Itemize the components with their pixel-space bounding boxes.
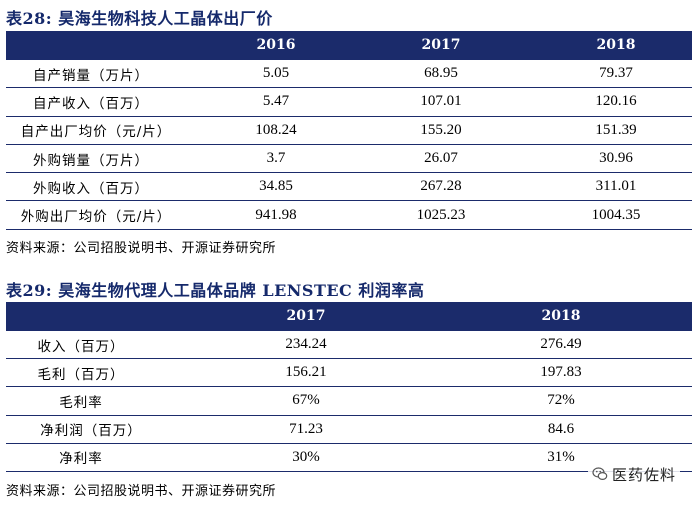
cell-2018: 311.01 [595,178,637,195]
cell-2016: 5.47 [262,93,290,110]
cell-2018: 30.96 [599,150,633,167]
table29-col-2017: 2017 [286,308,326,324]
cell-2017: 67% [292,392,320,409]
cell-2016: 34.85 [259,178,293,195]
row-label: 自产出厂均价（元/片） [20,124,172,141]
row-label: 净利率 [59,451,103,468]
table-row: 净利润（百万） 71.23 84.6 [6,416,692,444]
row-label: 外购收入（百万） [33,180,149,197]
table-row: 毛利率 67% 72% [6,387,692,416]
table-row: 外购出厂均价（元/片） 941.98 1025.23 1004.35 [6,201,692,230]
cell-2016: 5.05 [262,65,290,82]
table28-col-2018: 2018 [596,37,636,53]
table28-col-2017: 2017 [421,37,461,53]
cell-2018: 151.39 [595,121,637,138]
row-label: 毛利（百万） [37,366,125,383]
cell-2018: 120.16 [595,93,637,110]
cell-2016: 108.24 [255,121,297,138]
cell-2018: 79.37 [599,65,633,82]
row-label: 自产收入（百万） [33,95,149,112]
table-row: 收入（百万） 234.24 276.49 [6,331,692,360]
row-label: 收入（百万） [37,338,125,355]
cell-2017: 26.07 [424,150,458,167]
row-label: 外购销量（万片） [33,152,149,169]
cell-2018: 31% [547,448,575,465]
table28-body: 自产销量（万片） 5.05 68.95 79.37 自产收入（百万） 5.47 … [6,60,692,230]
table28-col-2016: 2016 [256,37,296,53]
cell-2018: 1004.35 [591,206,641,223]
cell-2017: 107.01 [420,93,462,110]
row-label: 毛利率 [59,394,103,411]
table-row: 自产销量（万片） 5.05 68.95 79.37 [6,60,692,89]
cell-2017: 68.95 [424,65,458,82]
table29-body: 收入（百万） 234.24 276.49 毛利（百万） 156.21 197.8… [6,331,692,472]
table-row: 自产收入（百万） 5.47 107.01 120.16 [6,88,692,117]
wechat-icon [592,467,608,481]
cell-2017: 234.24 [285,336,327,353]
watermark-text: 医药佐料 [612,465,677,484]
table-row: 自产出厂均价（元/片） 108.24 155.20 151.39 [6,117,692,145]
cell-2016: 3.7 [266,150,286,167]
table28-title: 表28: 昊海生物科技人工晶体出厂价 [6,9,273,28]
cell-2017: 156.21 [285,364,327,381]
table29-title: 表29: 昊海生物代理人工晶体品牌 LENSTEC 利润率高 [6,281,425,300]
table-row: 外购销量（万片） 3.7 26.07 30.96 [6,145,692,174]
row-label: 自产销量（万片） [33,67,149,84]
cell-2016: 941.98 [255,206,297,223]
table28-source: 资料来源：公司招股说明书、开源证券研究所 [6,241,277,256]
table-row: 外购收入（百万） 34.85 267.28 311.01 [6,173,692,202]
table29-source: 资料来源：公司招股说明书、开源证券研究所 [6,484,277,499]
table-row: 毛利（百万） 156.21 197.83 [6,359,692,388]
table29-col-2018: 2018 [541,308,581,324]
row-label: 外购出厂均价（元/片） [20,209,172,226]
table-row: 净利率 30% 31% [6,444,692,472]
cell-2017: 30% [292,448,320,465]
cell-2017: 1025.23 [416,206,466,223]
watermark: 医药佐料 [588,462,681,486]
cell-2018: 72% [547,392,575,409]
cell-2018: 84.6 [547,420,575,437]
cell-2018: 197.83 [540,364,582,381]
row-label: 净利润（百万） [40,423,142,440]
cell-2017: 71.23 [289,420,323,437]
cell-2017: 155.20 [420,121,462,138]
cell-2018: 276.49 [540,336,582,353]
cell-2017: 267.28 [420,178,462,195]
table28-header: 2016 2017 2018 [6,31,692,60]
table29-header: 2017 2018 [6,302,692,331]
